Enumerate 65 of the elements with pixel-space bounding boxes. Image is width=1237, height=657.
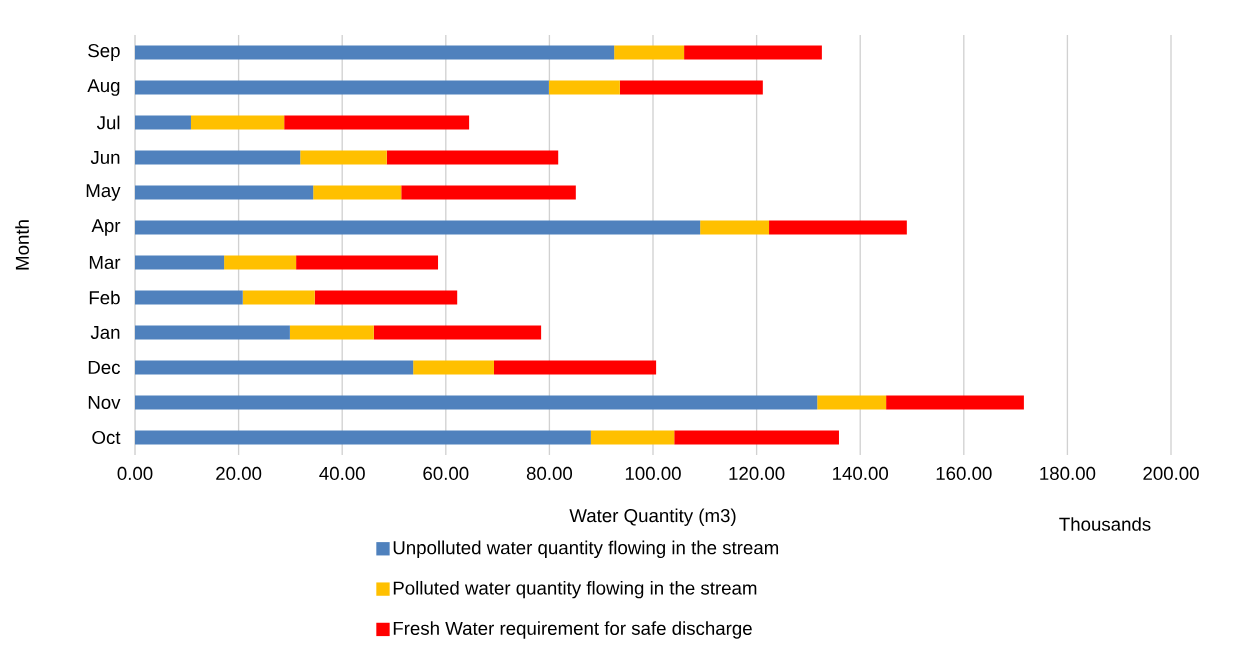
y-tick-label: Feb: [89, 290, 120, 305]
bar: [135, 395, 818, 410]
bar: [135, 80, 549, 95]
legend-label: Fresh Water requirement for safe discharge: [393, 621, 752, 639]
bar: [190, 115, 285, 130]
bar: [300, 150, 387, 165]
y-tick-label: Apr: [91, 219, 121, 236]
x-tick-label: 140.00: [833, 466, 889, 481]
bar: [313, 185, 402, 200]
bar: [614, 45, 685, 60]
text: Thousands: [1059, 517, 1151, 531]
x-tick-label: 180.00: [1040, 466, 1096, 481]
x-tick-label: 60.00: [423, 466, 469, 481]
x-tick-label: 0.00: [117, 466, 153, 481]
y-tick-label: Sep: [88, 44, 120, 61]
y-tick-label: Mar: [89, 255, 121, 270]
bar: [413, 360, 494, 375]
y-tick-label: Aug: [87, 79, 120, 96]
x-tick-label: 80.00: [526, 466, 573, 481]
bar: [548, 80, 620, 95]
bar: [289, 325, 374, 340]
x-tick-label: 100.00: [625, 466, 681, 481]
y-axis-title: Month: [15, 220, 29, 270]
bar: [242, 290, 315, 305]
bar: [817, 395, 887, 410]
x-axis-title: Water Quantity (m3): [569, 508, 736, 526]
y-tick-label: May: [86, 184, 121, 201]
y-tick-label: Oct: [92, 430, 121, 445]
bar: [386, 150, 559, 165]
x-tick-label: 120.00: [729, 466, 785, 481]
bar: [135, 325, 290, 340]
bar: [700, 220, 770, 235]
bar: [135, 185, 314, 200]
legend-label: Polluted water quantity flowing in the stream: [393, 580, 757, 599]
bar: [314, 290, 458, 305]
y-tick-label: Nov: [88, 395, 121, 410]
bar: [135, 430, 591, 445]
y-tick-label: Dec: [88, 360, 121, 375]
bar: [684, 45, 822, 60]
bar: [135, 360, 414, 375]
bar: [284, 115, 470, 130]
bar: [769, 220, 907, 235]
bar: [135, 45, 615, 60]
bar: [401, 185, 576, 200]
x-tick-label: 160.00: [936, 466, 992, 481]
x-tick-label: 200.00: [1143, 466, 1199, 481]
bar: [224, 255, 297, 270]
bar: [373, 325, 542, 340]
bar: [135, 115, 191, 130]
y-tick-label: Jun: [90, 150, 120, 165]
bar: [886, 395, 1024, 410]
x-tick-label: 40.00: [319, 466, 365, 481]
bar: [135, 255, 225, 270]
bar: [619, 80, 763, 95]
bar: [296, 255, 439, 270]
y-tick-label: Jan: [90, 325, 120, 340]
bar: [135, 150, 301, 165]
bar: [493, 360, 657, 375]
bar: [135, 290, 243, 305]
bar: [135, 220, 701, 235]
x-tick-label: 20.00: [216, 466, 262, 481]
bar: [674, 430, 839, 445]
bar: [590, 430, 675, 445]
y-tick-label: Jul: [96, 115, 120, 130]
legend-label: Unpolluted water quantity flowing in the stream: [393, 540, 779, 559]
